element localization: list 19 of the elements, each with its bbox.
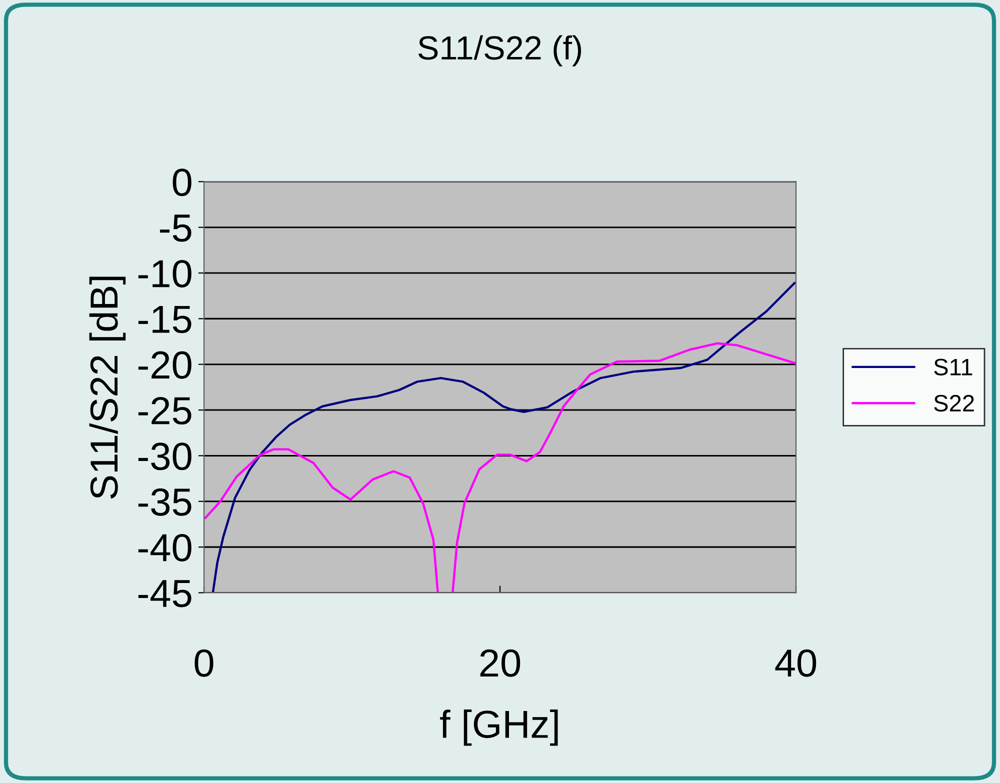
y-tick-label: -40 (138, 534, 192, 562)
y-tick-label: -30 (138, 442, 192, 470)
y-tick-label: 0 (172, 168, 192, 196)
y-tick-label: -5 (160, 214, 192, 242)
x-tick-label: 0 (194, 649, 214, 677)
y-axis-title: S11/S22 [dB] (89, 276, 126, 499)
y-tick-label: -15 (138, 306, 192, 334)
y-tick-label: -45 (138, 580, 192, 608)
legend-label: S22 (934, 394, 974, 412)
y-tick-label: -35 (138, 488, 192, 516)
y-tick-label: -20 (138, 351, 192, 379)
x-axis-title: f [GHz] (440, 710, 558, 746)
legend-label: S11 (934, 358, 972, 376)
chart-title: S11/S22 (f) (418, 35, 582, 66)
y-tick-label: -10 (138, 260, 192, 288)
x-tick-label: 20 (480, 649, 520, 677)
x-tick-label: 40 (775, 649, 816, 677)
line-series (212, 282, 796, 593)
y-tick-label: -25 (138, 396, 192, 425)
